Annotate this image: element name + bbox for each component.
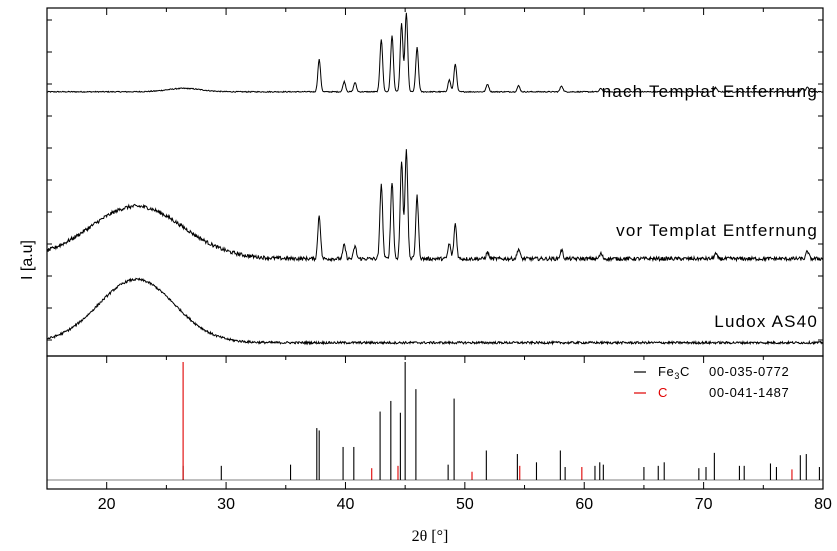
upper-traces — [46, 12, 824, 346]
x-tick-label-80: 80 — [814, 496, 832, 513]
trace-label-ludox: Ludox AS40 — [714, 312, 818, 331]
legend-fe3c-sub: 3 — [674, 371, 680, 381]
reference-sticks — [47, 362, 823, 481]
legend-fe3c-suffix: C — [680, 364, 690, 379]
trace-label-vor: vor Templat Entfernung — [616, 221, 818, 240]
x-tick-label-60: 60 — [575, 496, 593, 513]
legend-fe3c-text: Fe — [658, 364, 674, 379]
legend-fe3c-card: 00-035-0772 — [709, 364, 789, 379]
reference-panel-frame — [46, 355, 824, 490]
x-tick-label-20: 20 — [98, 496, 116, 513]
trace-label-nach: nach Templat Entfernung — [602, 82, 818, 101]
legend-c-card: 00-041-1487 — [709, 385, 789, 400]
y-axis-label: I [a.u] — [19, 240, 36, 280]
trace-line-0 — [46, 12, 824, 94]
upper-panel-frame — [46, 7, 824, 357]
x-axis-label: 2θ [°] — [412, 528, 449, 545]
x-tick-label-70: 70 — [695, 496, 713, 513]
x-tick-label-50: 50 — [456, 496, 474, 513]
x-tick-label-40: 40 — [337, 496, 355, 513]
trace-line-1 — [46, 149, 824, 263]
legend-c-label: C — [658, 385, 668, 400]
tick-labels: 20 30 40 50 60 70 80 — [98, 496, 832, 513]
x-tick-label-30: 30 — [217, 496, 235, 513]
legend-fe3c-label: Fe3C — [658, 364, 690, 381]
axis-ticks — [46, 8, 824, 489]
trace-line-2 — [46, 277, 824, 346]
legend: Fe3C 00-035-0772 C 00-041-1487 — [634, 364, 789, 400]
